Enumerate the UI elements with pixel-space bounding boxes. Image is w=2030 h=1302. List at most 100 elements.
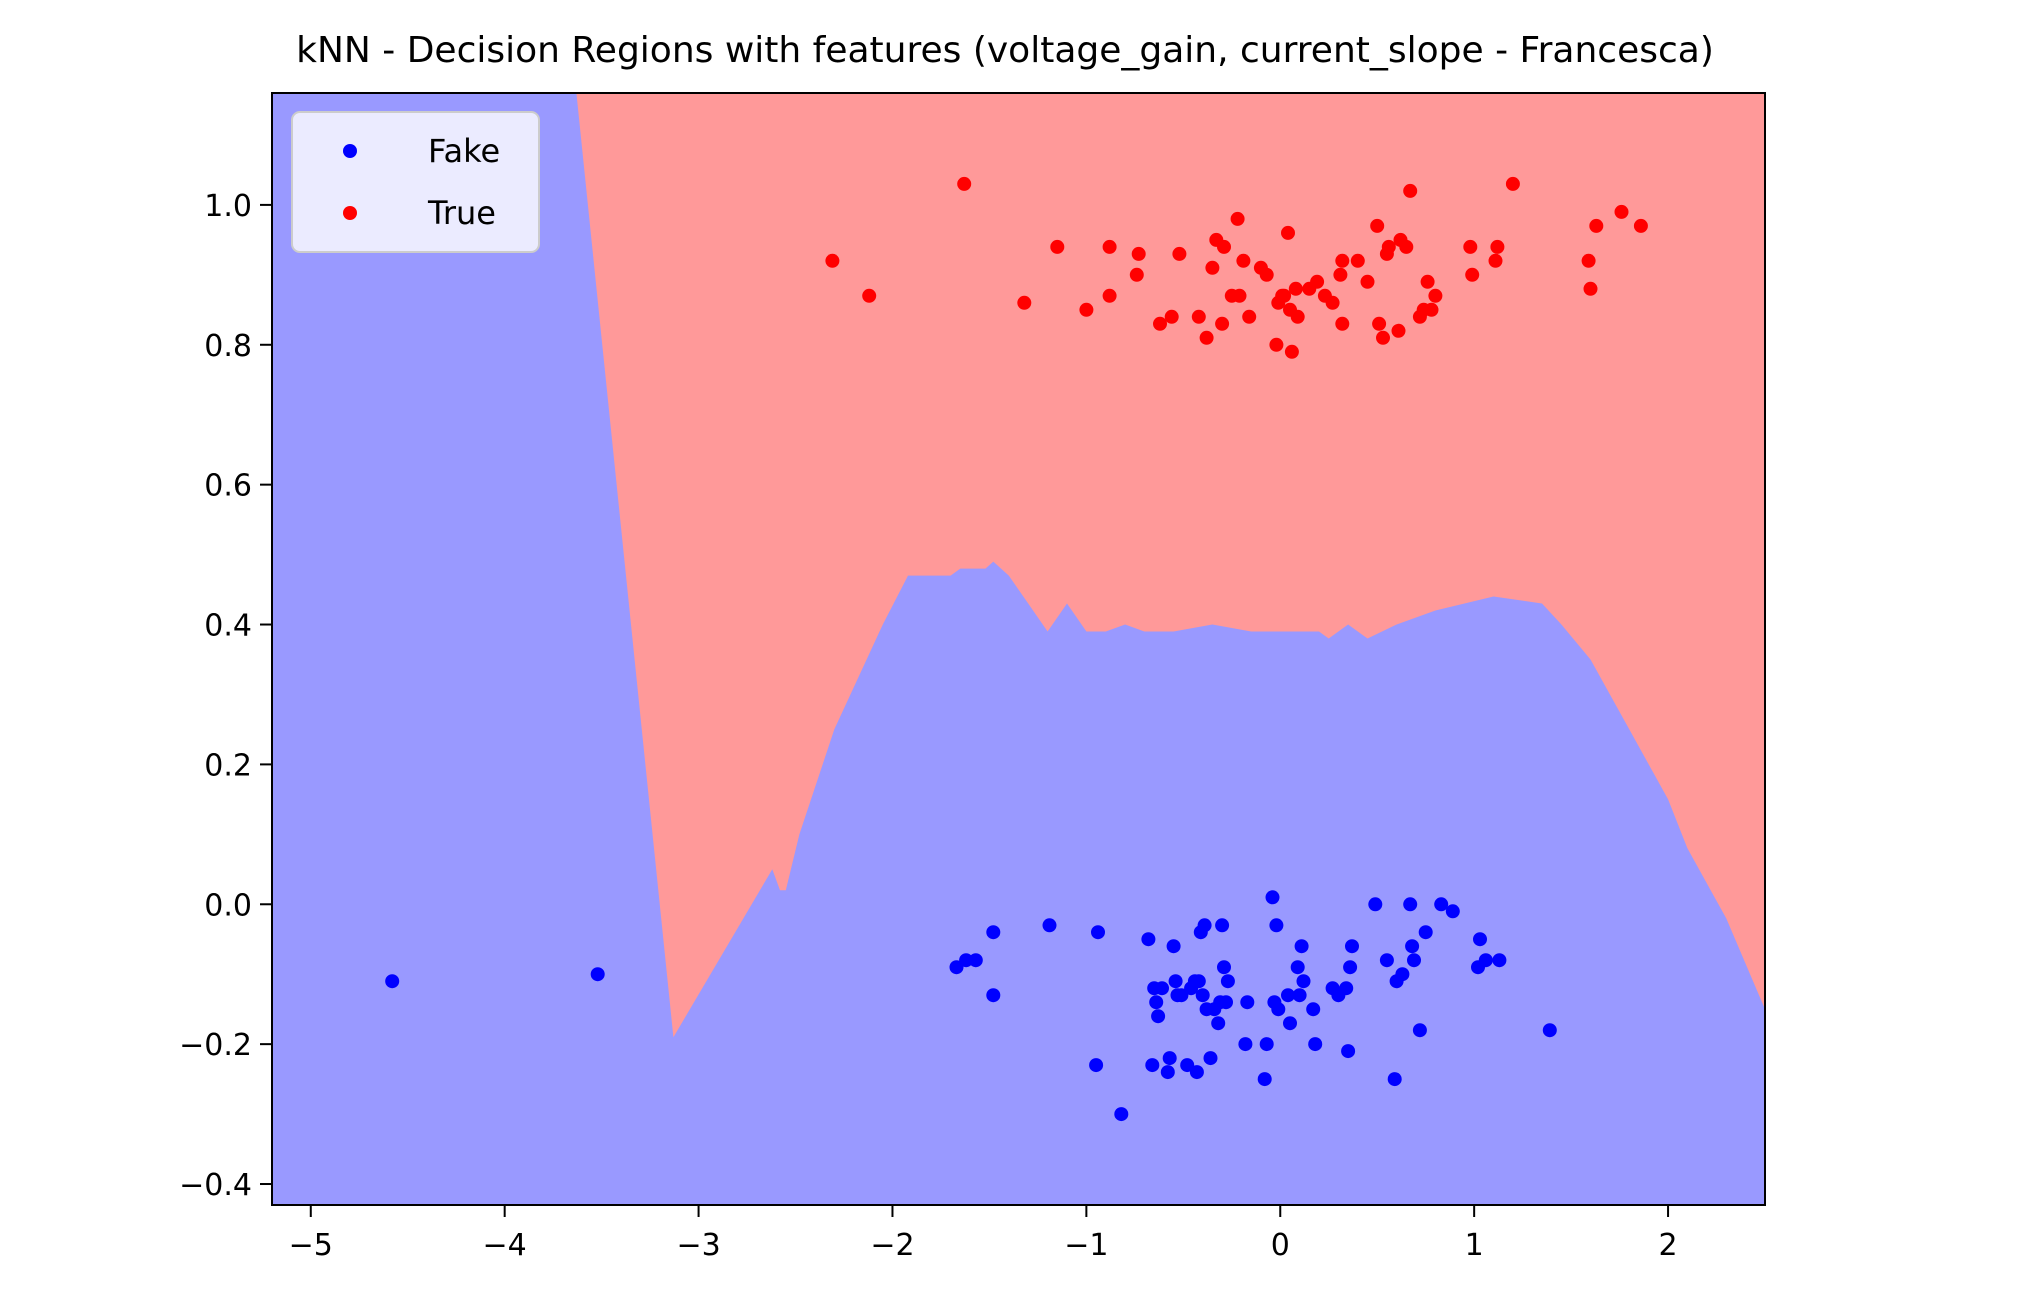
true-point: [1381, 239, 1396, 254]
true-point: [1191, 309, 1206, 324]
x-tick-label: 0: [1271, 1228, 1290, 1263]
true-point: [1172, 246, 1187, 261]
fake-point: [1395, 967, 1410, 982]
fake-point: [1217, 960, 1231, 975]
legend-label-fake: Fake: [428, 132, 500, 170]
fake-point: [1412, 1023, 1427, 1038]
true-point: [1217, 239, 1231, 254]
fake-point: [1283, 1016, 1297, 1031]
true-point: [1281, 225, 1295, 240]
true-point: [1370, 218, 1385, 233]
true-point: [1463, 239, 1478, 254]
fake-point: [590, 967, 605, 982]
true-point: [1164, 309, 1179, 324]
fake-point: [1220, 974, 1235, 989]
true-point: [1153, 316, 1167, 331]
y-tick-label: −0.4: [179, 1168, 252, 1203]
true-point: [1236, 253, 1251, 268]
fake-point: [1091, 925, 1105, 940]
x-tick-label: 1: [1465, 1228, 1484, 1263]
legend-box: [291, 111, 540, 253]
true-point: [1102, 288, 1117, 303]
fake-point: [1166, 939, 1181, 954]
fake-point: [1492, 953, 1507, 968]
fake-point: [1191, 974, 1206, 989]
fake-point: [385, 974, 400, 989]
fake-point: [1405, 939, 1420, 954]
fake-point: [1407, 953, 1421, 968]
fake-point: [1403, 897, 1418, 912]
legend-marker-true: [343, 206, 357, 220]
fake-point: [1542, 1023, 1557, 1038]
fake-point: [986, 925, 1001, 940]
true-point: [1325, 295, 1340, 310]
true-point: [1490, 239, 1505, 254]
fake-point: [1145, 1058, 1160, 1073]
fake-point: [1290, 960, 1305, 975]
true-point: [1391, 323, 1406, 338]
fake-point: [1174, 988, 1189, 1003]
true-point: [1199, 330, 1214, 345]
true-point: [1310, 274, 1325, 289]
fake-point: [1271, 1002, 1286, 1017]
fake-point: [1240, 995, 1255, 1010]
plot-area: [272, 93, 1765, 1205]
true-point: [1277, 288, 1292, 303]
fake-point: [1445, 904, 1460, 919]
y-axis: −0.4 −0.2 0.0 0.2 0.4 0.6 0.8 1.0: [179, 189, 272, 1203]
fake-point: [1379, 953, 1394, 968]
true-point: [1102, 239, 1117, 254]
x-tick-label: −4: [483, 1228, 527, 1263]
true-point: [1050, 239, 1065, 254]
fake-point: [1296, 974, 1311, 989]
fake-point: [1308, 1037, 1323, 1052]
true-point: [1428, 288, 1443, 303]
y-tick-label: −0.2: [179, 1028, 252, 1063]
true-point: [1581, 253, 1596, 268]
fake-point: [986, 988, 1001, 1003]
fake-point: [1203, 1051, 1218, 1066]
fake-point: [1259, 1037, 1274, 1052]
fake-point: [1219, 995, 1233, 1010]
fake-point: [1189, 1065, 1204, 1080]
true-point: [1589, 218, 1604, 233]
y-tick-label: 0.0: [204, 888, 252, 923]
fake-point: [1089, 1058, 1104, 1073]
true-point: [1232, 288, 1247, 303]
fake-point: [949, 960, 964, 975]
x-tick-label: 2: [1659, 1228, 1678, 1263]
fake-point: [1160, 1065, 1175, 1080]
fake-point: [1151, 1009, 1166, 1024]
true-point: [1333, 267, 1348, 282]
fake-point: [1114, 1107, 1129, 1122]
fake-point: [1345, 939, 1359, 954]
legend-label-true: True: [427, 194, 496, 232]
fake-point: [1211, 1016, 1226, 1031]
true-point: [1079, 302, 1094, 317]
fake-point: [1197, 918, 1212, 933]
fake-point: [1215, 918, 1230, 933]
y-tick-label: 0.4: [204, 609, 252, 644]
true-point: [1465, 267, 1480, 282]
fake-point: [1265, 890, 1280, 905]
fake-point: [1434, 897, 1449, 912]
fake-point: [1281, 988, 1295, 1003]
true-point: [1505, 176, 1520, 191]
true-points: [825, 176, 1648, 359]
y-tick-label: 0.2: [204, 748, 252, 783]
fake-point: [1195, 988, 1210, 1003]
true-point: [1205, 260, 1220, 275]
plot-frame: [271, 92, 1766, 1206]
true-point: [1633, 218, 1648, 233]
true-point: [1017, 295, 1032, 310]
true-point: [1269, 337, 1284, 352]
fake-points: [385, 890, 1557, 1122]
x-axis: −5 −4 −3 −2 −1 0 1 2: [289, 1205, 1678, 1263]
true-point: [1288, 281, 1303, 296]
fake-point: [968, 953, 983, 968]
fake-point: [959, 953, 974, 968]
chart-title: kNN - Decision Regions with features (vo…: [296, 30, 1714, 71]
fake-point: [1168, 974, 1183, 989]
true-point: [1420, 274, 1435, 289]
true-point: [1335, 253, 1350, 268]
